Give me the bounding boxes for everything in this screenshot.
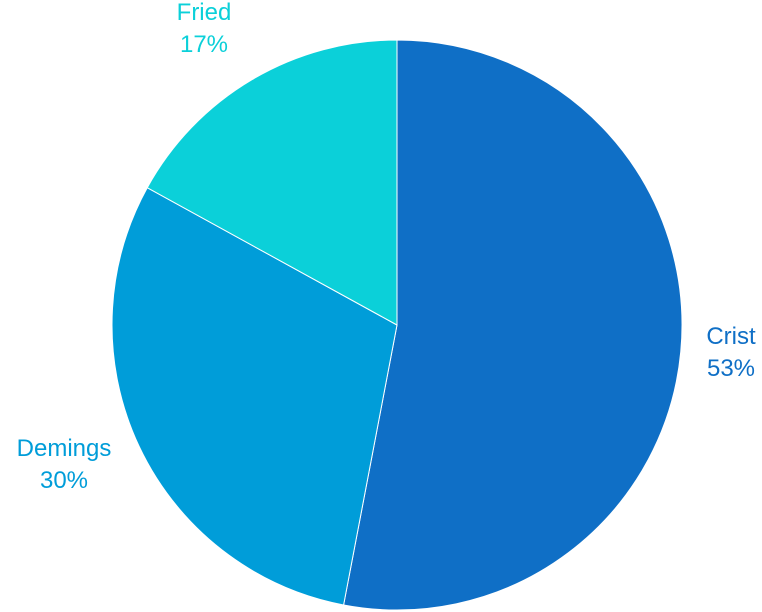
slice-label-crist: Crist 53% bbox=[706, 323, 756, 382]
pie-slice-fried bbox=[146, 39, 398, 326]
pie-labels: Crist 53% Demings 30% Fried 17% bbox=[17, 0, 756, 494]
pie-slices bbox=[111, 39, 683, 611]
slice-value: 53% bbox=[707, 355, 755, 382]
slice-name: Demings bbox=[17, 435, 112, 462]
slice-name: Fried bbox=[177, 0, 232, 26]
slice-name: Crist bbox=[706, 323, 756, 350]
slice-value: 17% bbox=[180, 31, 228, 58]
pie-slice-crist bbox=[343, 39, 683, 611]
slice-value: 30% bbox=[40, 467, 88, 494]
slice-label-fried: Fried 17% bbox=[177, 0, 232, 58]
pie-slice-demings bbox=[111, 187, 398, 606]
slice-label-demings: Demings 30% bbox=[17, 435, 112, 494]
